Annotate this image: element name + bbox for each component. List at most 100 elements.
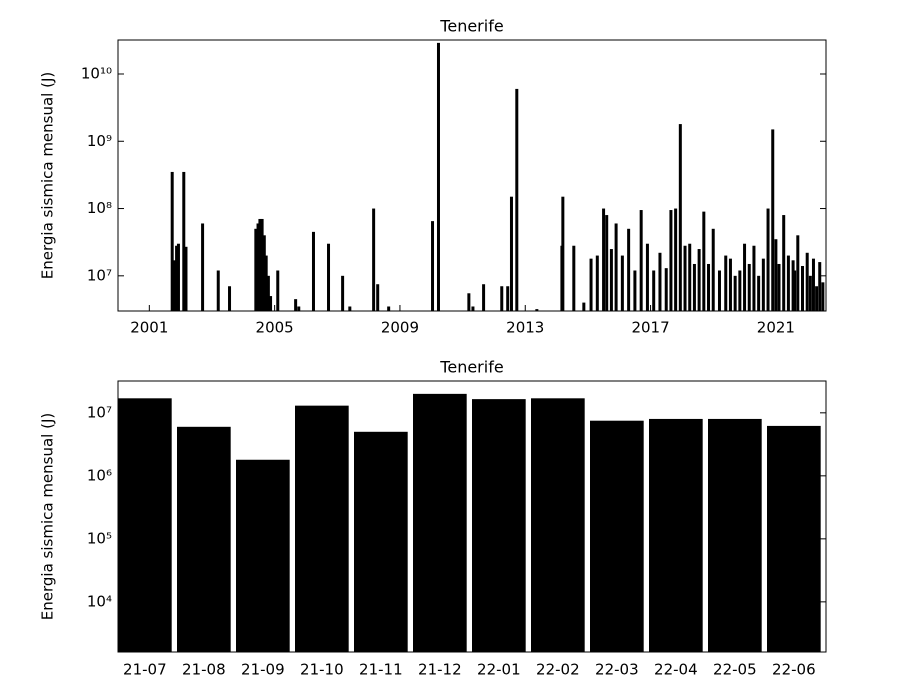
bar (572, 245, 576, 311)
bar (372, 208, 376, 311)
bar (258, 218, 262, 311)
bar (431, 221, 435, 311)
bar (182, 171, 186, 311)
bar (236, 459, 290, 652)
bar (708, 418, 762, 652)
bar (674, 208, 678, 311)
chart-title: Tenerife (439, 17, 503, 36)
bar (633, 270, 637, 311)
x-tick-label: 22-04 (654, 661, 698, 679)
x-tick-label: 21-08 (182, 661, 226, 679)
x-tick-label: 2021 (757, 319, 795, 337)
x-tick-label: 2017 (631, 319, 669, 337)
bar (228, 286, 232, 311)
bar (589, 258, 593, 311)
bar (436, 42, 440, 312)
bar (387, 306, 391, 311)
y-tick-label: 10⁵ (87, 529, 112, 547)
bar (786, 255, 790, 311)
bar (216, 270, 220, 311)
bar (595, 255, 599, 311)
bar (796, 235, 800, 311)
bar (767, 425, 821, 652)
bar (295, 405, 349, 652)
bar (688, 243, 692, 311)
x-tick-label: 2009 (381, 319, 419, 337)
bar (766, 208, 770, 311)
bar (118, 398, 172, 652)
bar (260, 218, 264, 311)
bar (311, 231, 315, 311)
bar (805, 252, 809, 311)
bar (266, 275, 270, 311)
bar (515, 88, 519, 311)
bar (177, 426, 231, 652)
bar (175, 245, 179, 311)
bar (702, 211, 706, 311)
bar (678, 124, 682, 311)
bar (711, 228, 715, 311)
bar (692, 263, 696, 311)
bar (683, 245, 687, 311)
bar (669, 210, 673, 311)
bar (348, 306, 352, 311)
bar (652, 270, 656, 311)
x-tick-label: 22-02 (536, 661, 580, 679)
bar (506, 286, 510, 311)
bar (649, 418, 703, 652)
y-tick-label: 10¹⁰ (81, 64, 112, 82)
bar (269, 296, 273, 311)
bar (276, 270, 280, 311)
bar (747, 263, 751, 311)
bar (771, 129, 775, 311)
bar (294, 299, 298, 311)
bar (482, 284, 486, 311)
bar (262, 235, 266, 311)
bar (697, 249, 701, 311)
x-tick-label: 22-05 (713, 661, 757, 679)
x-tick-label: 2013 (506, 319, 544, 337)
bar (472, 399, 526, 652)
bar (467, 293, 471, 311)
y-tick-label: 10⁶ (87, 466, 112, 484)
y-tick-label: 10⁴ (87, 592, 112, 610)
plot-frame (117, 380, 827, 653)
bar (297, 306, 301, 311)
bar (757, 275, 761, 311)
x-tick-label: 22-03 (595, 661, 639, 679)
x-tick-label: 21-10 (300, 661, 344, 679)
bar (590, 420, 644, 652)
bar (733, 275, 737, 311)
y-tick-label: 10⁷ (87, 403, 112, 421)
bar (354, 431, 408, 652)
bar (254, 228, 258, 311)
bar (664, 268, 668, 311)
bar (500, 286, 504, 311)
y-tick-label: 10⁸ (87, 199, 112, 217)
bar (724, 255, 728, 311)
bar (184, 246, 188, 311)
bar (645, 243, 649, 311)
bar (602, 208, 606, 311)
bar (561, 196, 565, 311)
bar (801, 265, 805, 311)
bar (818, 262, 822, 311)
bar (811, 258, 815, 311)
bar (627, 228, 631, 311)
bar (743, 243, 747, 311)
bar (717, 270, 721, 311)
x-tick-label: 2005 (256, 319, 294, 337)
x-tick-label: 21-12 (418, 661, 462, 679)
bar (738, 270, 742, 311)
bar (609, 249, 613, 311)
bar (201, 223, 205, 311)
x-tick-label: 21-11 (359, 661, 403, 679)
bar (341, 275, 345, 311)
y-tick-label: 10⁷ (87, 266, 112, 284)
bar (761, 258, 765, 311)
bar (639, 210, 643, 311)
bar (793, 270, 797, 311)
bar (376, 284, 380, 311)
bar (327, 243, 331, 311)
